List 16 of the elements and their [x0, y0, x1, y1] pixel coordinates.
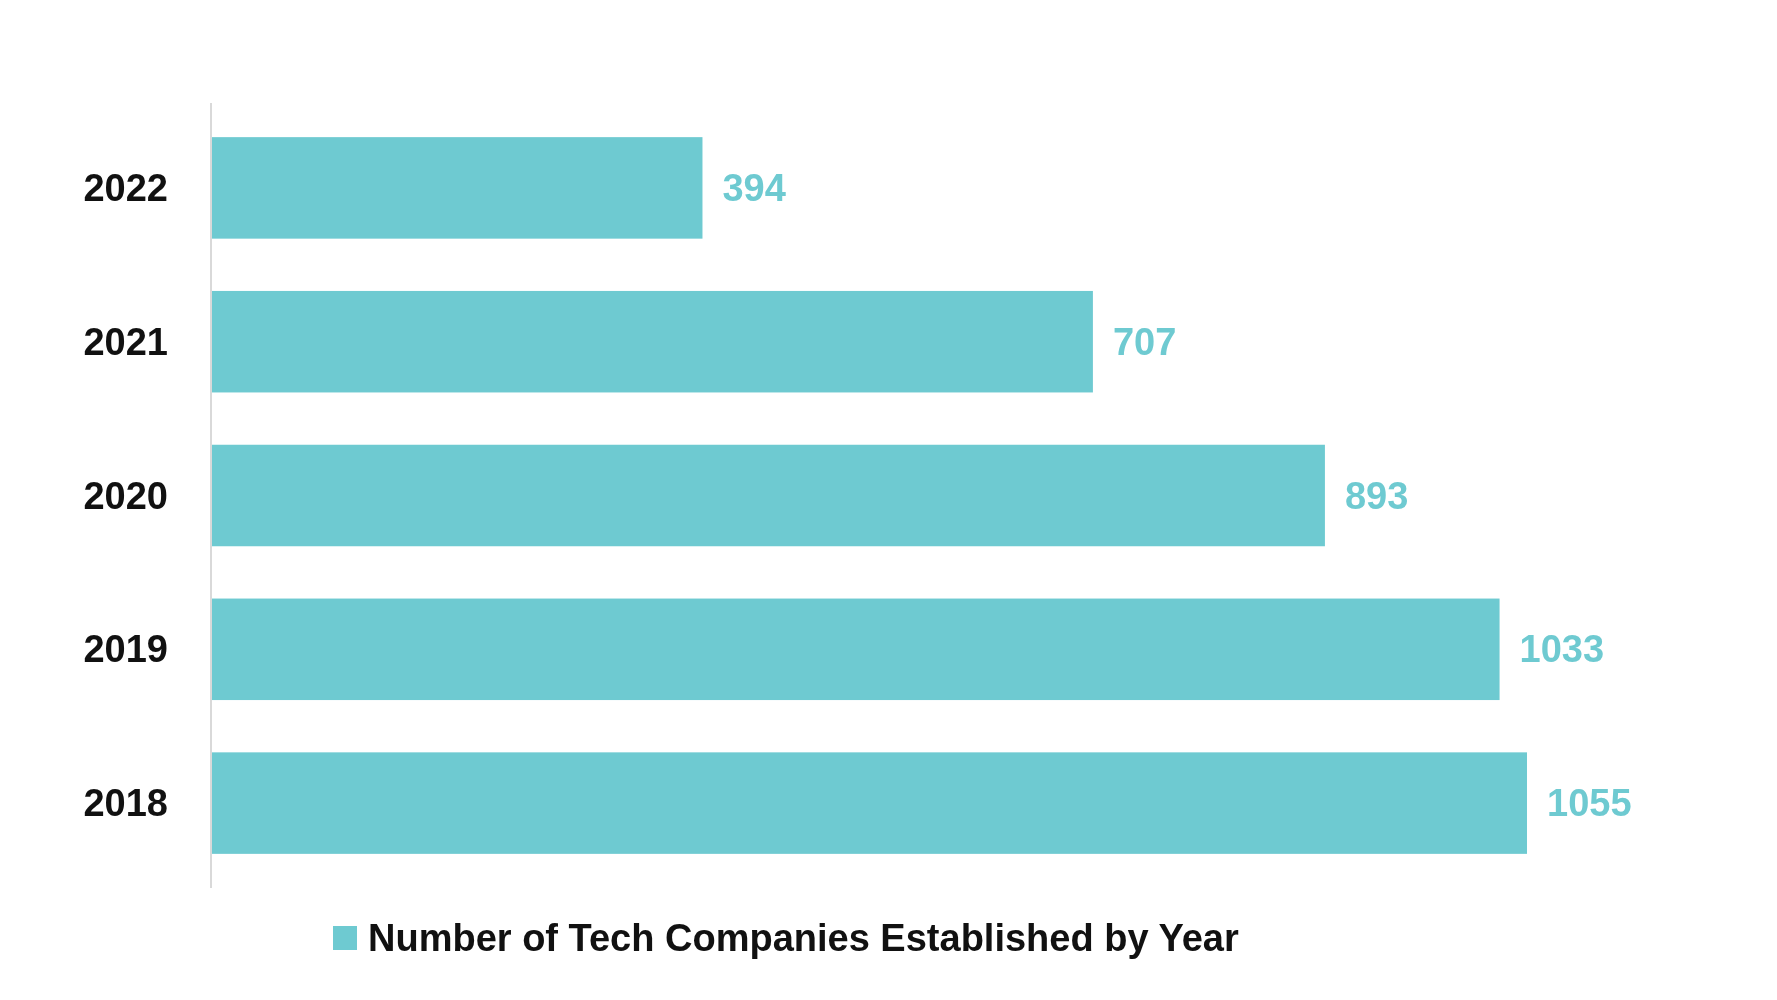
y-tick-label: 2020 — [83, 474, 168, 517]
bar — [212, 752, 1527, 854]
bar — [212, 290, 1093, 393]
y-tick-label: 2021 — [83, 320, 168, 363]
data-label: 1055 — [1547, 782, 1632, 825]
data-label: 1033 — [1519, 628, 1605, 671]
y-tick-label: 2019 — [83, 628, 168, 671]
y-tick-label: 2022 — [83, 166, 168, 209]
bar — [212, 598, 1500, 701]
data-label: 707 — [1112, 320, 1177, 363]
data-label: 394 — [722, 166, 786, 209]
bar — [212, 444, 1325, 547]
data-label: 893 — [1344, 474, 1409, 517]
legend-label: Number of Tech Companies Established by Year — [368, 917, 1239, 959]
y-tick-label: 2018 — [83, 782, 168, 825]
bar — [212, 137, 703, 239]
